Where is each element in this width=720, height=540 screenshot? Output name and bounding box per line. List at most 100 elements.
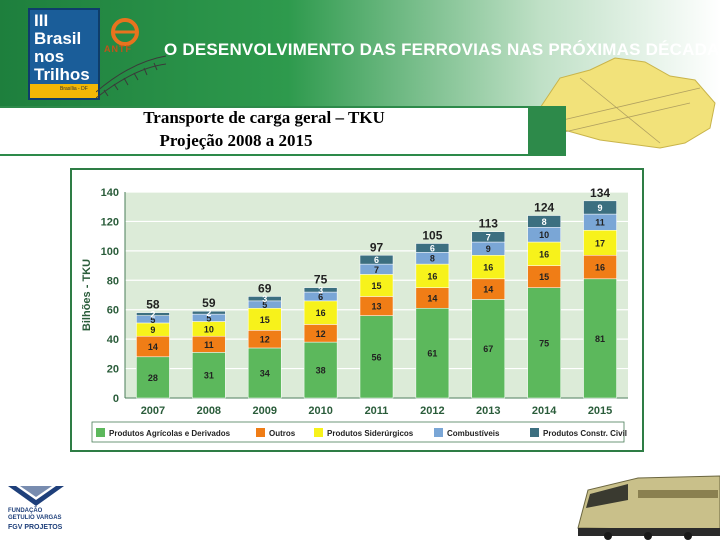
x-tick-label: 2015 bbox=[588, 405, 612, 417]
bar-value-label: 28 bbox=[148, 373, 158, 383]
bar-segment bbox=[303, 341, 338, 399]
bar-total-label: 134 bbox=[590, 186, 610, 200]
bar-value-label: 6 bbox=[318, 292, 323, 302]
y-axis-label: Bilhões - TKU bbox=[81, 259, 93, 331]
y-tick-label: 60 bbox=[107, 305, 119, 317]
bar-value-label: 3 bbox=[318, 285, 323, 295]
slide-title: Transporte de carga geral – TKU bbox=[143, 108, 385, 127]
bar-value-label: 5 bbox=[262, 300, 267, 310]
bar-value-label: 38 bbox=[316, 366, 326, 376]
train-graphic bbox=[577, 475, 720, 540]
bar-total-label: 97 bbox=[370, 240, 384, 254]
legend-swatch bbox=[434, 428, 443, 437]
fgv-line-1: FUNDAÇÃO bbox=[8, 508, 43, 514]
bar-value-label: 14 bbox=[483, 285, 493, 295]
fgv-institution: FUNDAÇÃO GETULIO VARGAS bbox=[8, 508, 62, 522]
bar-segment bbox=[415, 243, 450, 253]
bar-total-label: 113 bbox=[479, 217, 499, 231]
bar-value-label: 67 bbox=[483, 344, 493, 354]
y-tick-label: 0 bbox=[113, 393, 119, 405]
bar-segment bbox=[192, 310, 226, 315]
bar-value-label: 9 bbox=[486, 244, 491, 254]
bar-value-label: 17 bbox=[595, 238, 605, 248]
logo-line-2: nos bbox=[34, 47, 65, 66]
bar-total-label: 75 bbox=[314, 273, 328, 287]
chart-frame: 0 20 40 60 80 100 120 140 Bilhões - TKU 28 14 9 5 2 58… bbox=[70, 168, 644, 452]
bar-value-label: 3 bbox=[262, 294, 267, 304]
bar-value-label: 16 bbox=[483, 263, 493, 273]
legend-box bbox=[91, 421, 625, 443]
page-headline: O DESENVOLVIMENTO DAS FERROVIAS NAS PRÓX… bbox=[164, 40, 720, 59]
legend-label: Produtos Constr. Civil bbox=[543, 429, 627, 438]
bar-value-label: 5 bbox=[150, 315, 155, 325]
logo-line-3: Trilhos bbox=[34, 65, 90, 84]
y-tick-label: 140 bbox=[101, 187, 119, 199]
x-tick-label: 2007 bbox=[141, 405, 165, 417]
legend-label: Produtos Agrícolas e Derivados bbox=[109, 429, 231, 438]
bar-value-label: 9 bbox=[150, 325, 155, 335]
fgv-logo-icon bbox=[8, 486, 64, 506]
bar-value-label: 15 bbox=[260, 315, 270, 325]
legend-swatch bbox=[96, 428, 105, 437]
title-box bbox=[0, 108, 528, 154]
bar-value-label: 14 bbox=[148, 342, 158, 352]
bar-value-label: 34 bbox=[260, 368, 270, 378]
bar-value-label: 13 bbox=[371, 302, 381, 312]
bar-value-label: 6 bbox=[430, 243, 435, 253]
logo-footer-strip: Brasília - DF bbox=[30, 84, 98, 98]
x-tick-label: 2011 bbox=[365, 405, 389, 417]
bar-value-label: 9 bbox=[598, 203, 603, 213]
bar-value-label: 61 bbox=[427, 349, 437, 359]
bar-value-label: 81 bbox=[595, 334, 605, 344]
bar-value-label: 31 bbox=[204, 371, 214, 381]
bar-segment bbox=[303, 287, 338, 293]
bar-value-label: 10 bbox=[539, 230, 549, 240]
bar-segment bbox=[247, 296, 282, 302]
legend-swatch bbox=[314, 428, 323, 437]
bar-value-label: 7 bbox=[374, 265, 379, 275]
legend-swatch bbox=[530, 428, 539, 437]
bar-segment bbox=[527, 287, 561, 399]
brazil-map-graphic bbox=[539, 57, 716, 149]
bar-segment bbox=[527, 215, 561, 228]
logo-line-1: III Brasil bbox=[34, 11, 82, 48]
y-tick-label: 20 bbox=[107, 364, 119, 376]
bar-value-label: 16 bbox=[427, 271, 437, 281]
logo-location: Brasília - DF bbox=[60, 86, 88, 92]
bar-segment bbox=[359, 315, 394, 399]
bar-value-label: 16 bbox=[316, 308, 326, 318]
bar-segment bbox=[583, 278, 617, 399]
bar-segment bbox=[471, 231, 506, 243]
bar-value-label: 15 bbox=[539, 272, 549, 282]
slide-subtitle: Projeção 2008 a 2015 bbox=[159, 131, 313, 150]
y-tick-label: 100 bbox=[101, 246, 119, 258]
bar-segment bbox=[583, 230, 617, 256]
bar-segment bbox=[136, 356, 170, 399]
antf-label: ANTF bbox=[104, 44, 132, 54]
bar-value-label: 14 bbox=[427, 293, 437, 303]
bar-value-label: 7 bbox=[486, 232, 491, 242]
bar-total-label: 69 bbox=[258, 281, 272, 295]
bar-value-label: 8 bbox=[542, 217, 547, 227]
bar-value-label: 15 bbox=[371, 281, 381, 291]
event-logo-text: III Brasil nos Trilhos bbox=[34, 12, 98, 84]
legend-label: Outros bbox=[269, 429, 296, 438]
bar-value-label: 12 bbox=[260, 335, 270, 345]
bar-value-label: 2 bbox=[150, 310, 155, 320]
bar-segment bbox=[359, 255, 394, 265]
bar-total-label: 105 bbox=[422, 229, 442, 243]
bar-total-label: 59 bbox=[202, 296, 216, 310]
y-tick-label: 80 bbox=[107, 275, 119, 287]
bar-value-label: 2 bbox=[206, 308, 211, 318]
x-tick-label: 2012 bbox=[420, 405, 444, 417]
bar-value-label: 5 bbox=[206, 313, 211, 323]
bar-value-label: 10 bbox=[204, 324, 214, 334]
legend-label: Produtos Siderúrgicos bbox=[327, 429, 414, 438]
bar-total-label: 58 bbox=[146, 298, 160, 312]
x-tick-label: 2014 bbox=[532, 405, 557, 417]
x-tick-label: 2010 bbox=[308, 405, 332, 417]
antf-logo-icon bbox=[111, 18, 139, 46]
rails-graphic bbox=[96, 55, 166, 98]
y-tick-label: 120 bbox=[101, 216, 119, 228]
